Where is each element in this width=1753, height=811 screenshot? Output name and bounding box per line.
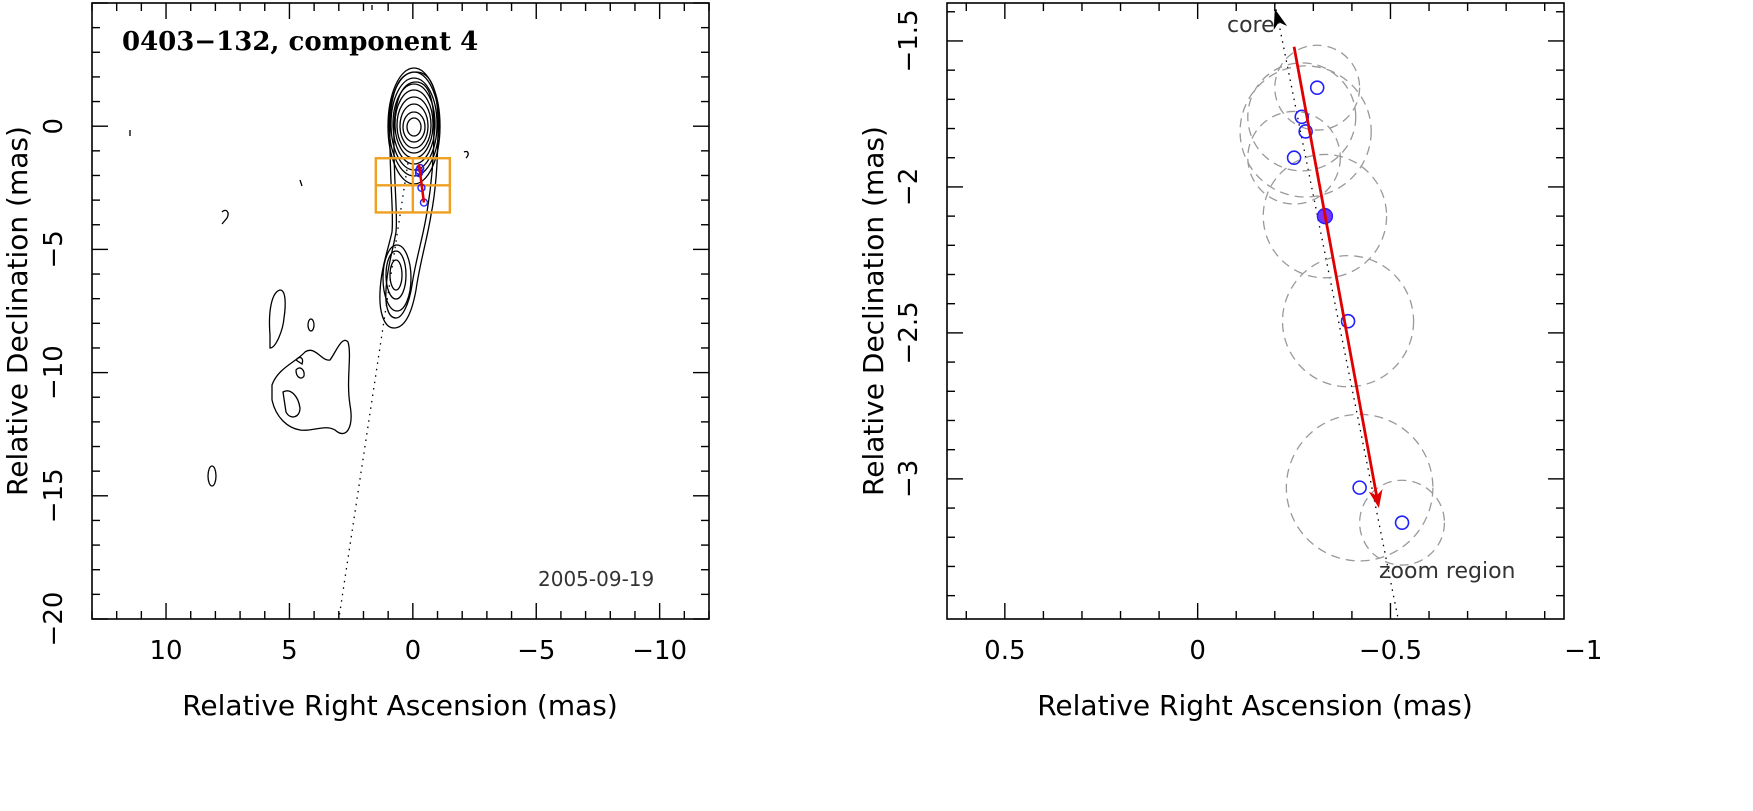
map-title: 0403−132, component 4	[122, 27, 478, 57]
uncertainty-circle	[1285, 413, 1434, 562]
y-tick-label: −2	[894, 168, 924, 206]
y-tick-label: −2.5	[894, 301, 924, 364]
x-axis-label: Relative Right Ascension (mas)	[1037, 689, 1473, 722]
left-panel: 10 5 0 −5 −10 0 −5 −10 −15 −20 0403−132, compone…	[1, 2, 710, 722]
x-tick-label: −5	[517, 636, 555, 666]
y-tick-label: −5	[39, 230, 69, 268]
uncertainty-circle	[1262, 153, 1388, 279]
core-label: core	[1227, 13, 1275, 38]
uncertainty-circle	[1274, 44, 1361, 131]
component-position	[1309, 80, 1325, 95]
axis-ticks	[947, 3, 1564, 619]
x-tick-label: −0.5	[1359, 636, 1422, 666]
y-axis-label: Relative Declination (mas)	[857, 126, 890, 496]
uncertainty-circle	[1358, 479, 1446, 566]
x-tick-label: −10	[632, 636, 687, 666]
component-position	[1298, 124, 1313, 139]
uncertainty-circles	[1239, 44, 1446, 566]
axis-ticks	[91, 2, 710, 620]
component-position	[1394, 515, 1410, 530]
y-tick-label: −10	[39, 345, 69, 400]
component-position	[1286, 150, 1302, 166]
y-tick-labels: −1.5 −2 −2.5 −3	[894, 9, 924, 498]
zoom-region-label: zoom region	[1379, 559, 1515, 584]
x-tick-label: −1	[1564, 636, 1602, 666]
uncertainty-circle	[1247, 110, 1341, 205]
uncertainty-circle	[1281, 255, 1415, 388]
x-tick-labels: 10 5 0 −5 −10	[149, 636, 687, 666]
y-tick-label: −1.5	[894, 9, 924, 72]
uncertainty-circle	[1247, 62, 1357, 172]
component-position	[1352, 480, 1367, 495]
y-tick-labels: 0 −5 −10 −15 −20	[39, 118, 69, 647]
zoom-box	[374, 157, 452, 214]
motion-arrow	[417, 164, 426, 203]
contour-map	[129, 5, 469, 487]
x-tick-label: 0.5	[984, 636, 1025, 666]
x-tick-label: 0	[1189, 636, 1206, 666]
trajectory-line	[338, 163, 409, 620]
x-tick-label: 10	[149, 636, 182, 666]
component-positions	[1286, 80, 1410, 530]
y-tick-label: −20	[39, 592, 69, 647]
component-position	[1340, 313, 1356, 329]
motion-arrow	[1292, 46, 1379, 497]
y-tick-label: −15	[39, 468, 69, 523]
y-axis-label: Relative Declination (mas)	[1, 126, 34, 496]
plot-frame	[91, 2, 710, 620]
x-tick-labels: 0.5 0 −0.5 −1	[984, 636, 1602, 666]
y-tick-label: 0	[39, 118, 69, 135]
plot-frame	[946, 2, 1565, 620]
epoch-date: 2005-09-19	[538, 567, 654, 591]
core-direction-arrowhead	[1273, 8, 1288, 31]
x-axis-label: Relative Right Ascension (mas)	[182, 689, 618, 722]
trajectory-line	[1274, 2, 1399, 620]
uncertainty-circle	[1239, 65, 1372, 198]
x-tick-label: 5	[281, 636, 298, 666]
x-tick-label: 0	[405, 636, 422, 666]
motion-arrowhead	[1368, 489, 1383, 509]
right-panel: 0.5 0 −0.5 −1 −1.5 −2 −2.5 −3 core zoom region…	[857, 2, 1602, 722]
y-tick-label: −3	[894, 460, 924, 498]
